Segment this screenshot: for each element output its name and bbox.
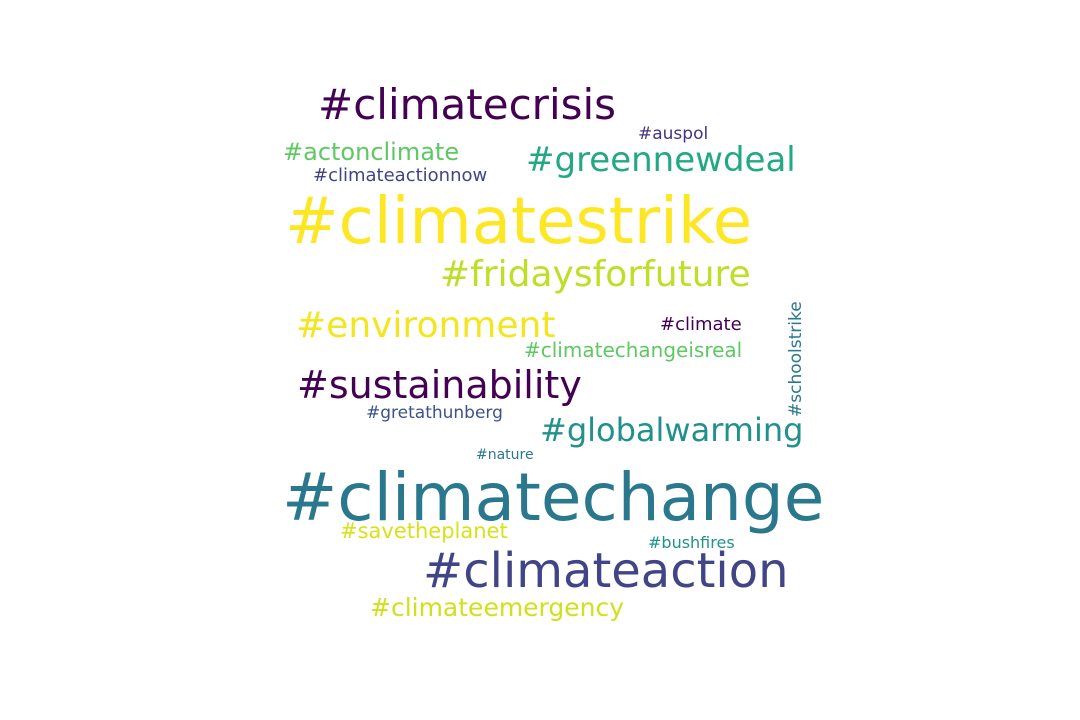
word-fridaysforfuture: #fridaysforfuture bbox=[440, 254, 751, 295]
word-bushfires: #bushfires bbox=[648, 533, 735, 552]
word-climateactionnow: #climateactionnow bbox=[313, 165, 488, 186]
word-climate: #climate bbox=[660, 314, 742, 335]
word-actonclimate: #actonclimate bbox=[283, 138, 460, 166]
word-savetheplanet: #savetheplanet bbox=[340, 519, 508, 543]
word-climateaction: #climateaction bbox=[423, 543, 789, 599]
word-sustainability: #sustainability bbox=[297, 363, 582, 407]
word-nature: #nature bbox=[476, 447, 534, 463]
word-schoolstrike: #schoolstrike bbox=[786, 301, 806, 417]
word-globalwarming: #globalwarming bbox=[540, 411, 804, 449]
word-environment: #environment bbox=[296, 305, 556, 346]
word-climateemergency: #climateemergency bbox=[370, 593, 625, 622]
word-climatechange: #climatechange bbox=[282, 459, 825, 536]
word-greennewdeal: #greennewdeal bbox=[526, 140, 796, 180]
word-gretathunberg: #gretathunberg bbox=[366, 403, 503, 423]
word-climatecrisis: #climatecrisis bbox=[318, 80, 617, 129]
word-climatestrike: #climatestrike bbox=[285, 185, 753, 259]
word-auspol: #auspol bbox=[638, 124, 709, 144]
word-climatechangeisreal: #climatechangeisreal bbox=[524, 338, 743, 362]
